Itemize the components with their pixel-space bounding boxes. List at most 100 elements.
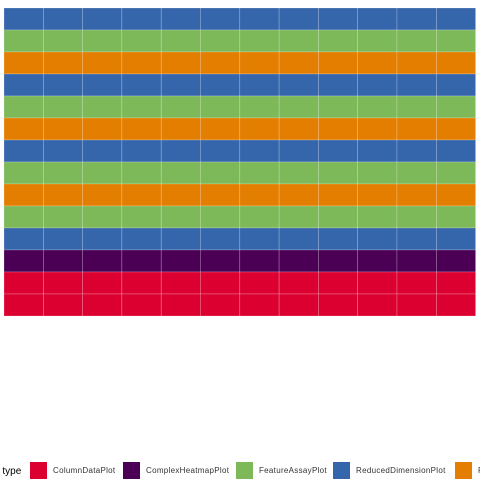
waffle-tile-featureassayplot [278,161,319,185]
legend: Panel type ColumnDataPlot ComplexHeatmapP… [0,462,480,479]
waffle-tile-featureassayplot [200,29,241,53]
waffle-tile-columndataplot [318,271,358,295]
waffle-tile-featureassayplot [200,95,241,119]
waffle-tile-rowdataplot [200,183,241,207]
waffle-tile-reduceddimensionplot [200,73,241,97]
waffle-tile-complexheatmapplot [396,249,437,273]
waffle-tile-reduceddimensionplot [82,139,123,163]
waffle-tile-featureassayplot [42,205,83,229]
legend-label-rowdataplot: RowDataPlot [478,466,480,475]
waffle-tile-featureassayplot [239,161,280,185]
waffle-tile-rowdataplot [435,183,476,207]
waffle-tile-featureassayplot [435,161,476,185]
waffle-tile-complexheatmapplot [3,249,44,273]
waffle-tile-columndataplot [82,293,123,317]
waffle-tile-columndataplot [3,293,44,317]
waffle-tile-reduceddimensionplot [42,73,83,97]
waffle-tile-featureassayplot [318,205,358,229]
waffle-tile-reduceddimensionplot [82,227,123,251]
waffle-tile-reduceddimensionplot [357,139,398,163]
waffle-tile-columndataplot [396,271,437,295]
waffle-tile-reduceddimensionplot [82,7,123,31]
legend-key-columndataplot [30,462,47,479]
waffle-tile-featureassayplot [121,205,162,229]
waffle-tile-columndataplot [435,293,476,317]
waffle-tile-complexheatmapplot [121,249,162,273]
waffle-tile-featureassayplot [200,205,241,229]
waffle-tile-complexheatmapplot [278,249,319,273]
waffle-tile-featureassayplot [200,161,241,185]
waffle-tile-featureassayplot [239,205,280,229]
waffle-tile-reduceddimensionplot [239,227,280,251]
waffle-tile-reduceddimensionplot [318,73,358,97]
waffle-tile-complexheatmapplot [200,249,241,273]
waffle-tile-reduceddimensionplot [121,139,162,163]
waffle-tile-rowdataplot [357,183,398,207]
waffle-tile-rowdataplot [357,51,398,75]
waffle-tile-complexheatmapplot [357,249,398,273]
waffle-tile-reduceddimensionplot [160,227,201,251]
waffle-tile-featureassayplot [121,161,162,185]
waffle-tile-columndataplot [357,271,398,295]
waffle-tile-columndataplot [357,293,398,317]
waffle-tile-rowdataplot [239,51,280,75]
waffle-tile-rowdataplot [121,51,162,75]
waffle-tile-columndataplot [239,271,280,295]
waffle-tile-featureassayplot [435,205,476,229]
waffle-tile-reduceddimensionplot [435,73,476,97]
waffle-tile-rowdataplot [82,117,123,141]
waffle-tile-rowdataplot [200,51,241,75]
waffle-tile-columndataplot [160,271,201,295]
waffle-tile-featureassayplot [357,205,398,229]
waffle-tile-rowdataplot [435,51,476,75]
waffle-tile-rowdataplot [396,117,437,141]
waffle-tile-reduceddimensionplot [396,73,437,97]
waffle-tile-columndataplot [3,271,44,295]
waffle-tile-reduceddimensionplot [3,7,44,31]
waffle-tile-featureassayplot [396,95,437,119]
waffle-tile-rowdataplot [42,51,83,75]
waffle-tile-reduceddimensionplot [435,7,476,31]
waffle-tile-columndataplot [200,293,241,317]
waffle-tile-rowdataplot [357,117,398,141]
waffle-tile-reduceddimensionplot [357,73,398,97]
waffle-tile-rowdataplot [42,183,83,207]
waffle-tile-columndataplot [42,293,83,317]
waffle-tile-rowdataplot [396,183,437,207]
waffle-tile-rowdataplot [318,51,358,75]
legend-label-complexheatmapplot: ComplexHeatmapPlot [146,466,230,475]
waffle-tile-featureassayplot [278,95,319,119]
waffle-tile-featureassayplot [121,95,162,119]
waffle-tile-reduceddimensionplot [278,227,319,251]
waffle-tile-reduceddimensionplot [318,227,358,251]
waffle-tile-rowdataplot [435,117,476,141]
waffle-tile-reduceddimensionplot [42,139,83,163]
waffle-tile-featureassayplot [42,29,83,53]
legend-title: Panel type [0,466,22,477]
waffle-tile-featureassayplot [82,161,123,185]
waffle-tile-reduceddimensionplot [121,7,162,31]
waffle-tile-reduceddimensionplot [160,7,201,31]
waffle-tile-rowdataplot [160,183,201,207]
waffle-tile-featureassayplot [160,205,201,229]
waffle-tile-featureassayplot [318,29,358,53]
waffle-tile-reduceddimensionplot [357,7,398,31]
waffle-tile-featureassayplot [396,161,437,185]
waffle-tile-rowdataplot [318,183,358,207]
waffle-tile-columndataplot [396,293,437,317]
waffle-tile-columndataplot [318,293,358,317]
waffle-tile-featureassayplot [3,95,44,119]
waffle-tile-reduceddimensionplot [200,227,241,251]
waffle-tile-rowdataplot [160,51,201,75]
waffle-tile-reduceddimensionplot [278,73,319,97]
waffle-tile-featureassayplot [82,205,123,229]
waffle-tile-featureassayplot [357,95,398,119]
waffle-tile-reduceddimensionplot [82,73,123,97]
waffle-tile-rowdataplot [200,117,241,141]
waffle-tile-complexheatmapplot [160,249,201,273]
waffle-tile-rowdataplot [396,51,437,75]
waffle-tile-featureassayplot [160,95,201,119]
waffle-tile-reduceddimensionplot [318,139,358,163]
waffle-tile-featureassayplot [396,29,437,53]
waffle-tile-rowdataplot [3,51,44,75]
